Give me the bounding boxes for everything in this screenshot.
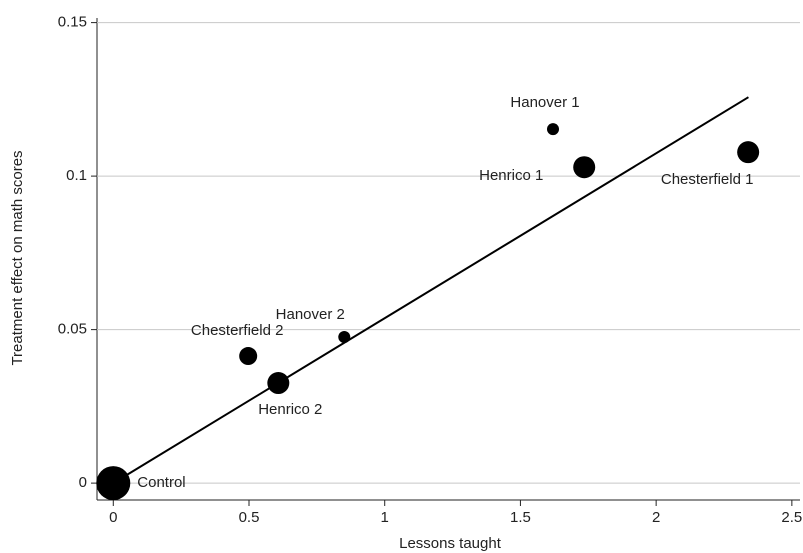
- y-axis-label: Treatment effect on math scores: [9, 150, 26, 365]
- y-tick-label: 0: [79, 474, 87, 491]
- x-tick-label: 2.5: [781, 509, 802, 526]
- point: [239, 347, 258, 366]
- x-tick-label: 2: [652, 509, 660, 526]
- trend-line: [112, 96, 749, 484]
- x-tick-label: 0: [109, 509, 117, 526]
- point-label: Henrico 1: [479, 167, 543, 184]
- y-tick-label: 0.05: [58, 321, 87, 338]
- point-label: Hanover 1: [510, 94, 579, 111]
- point: [267, 372, 290, 395]
- y-tick-label: 0.15: [58, 14, 87, 31]
- point: [573, 156, 596, 179]
- point-label: Hanover 2: [276, 306, 345, 323]
- point: [338, 330, 351, 343]
- x-tick-label: 1: [381, 509, 389, 526]
- x-axis-label: Lessons taught: [399, 535, 502, 552]
- point: [96, 466, 131, 501]
- point-label: Chesterfield 2: [191, 322, 284, 339]
- point: [547, 123, 559, 136]
- y-tick-label: 0.1: [66, 167, 87, 184]
- x-tick-label: 0.5: [239, 509, 260, 526]
- point-label: Chesterfield 1: [661, 171, 754, 188]
- point-label: Control: [137, 474, 185, 491]
- x-tick-label: 1.5: [510, 509, 531, 526]
- point-label: Henrico 2: [258, 401, 322, 418]
- point: [737, 141, 760, 164]
